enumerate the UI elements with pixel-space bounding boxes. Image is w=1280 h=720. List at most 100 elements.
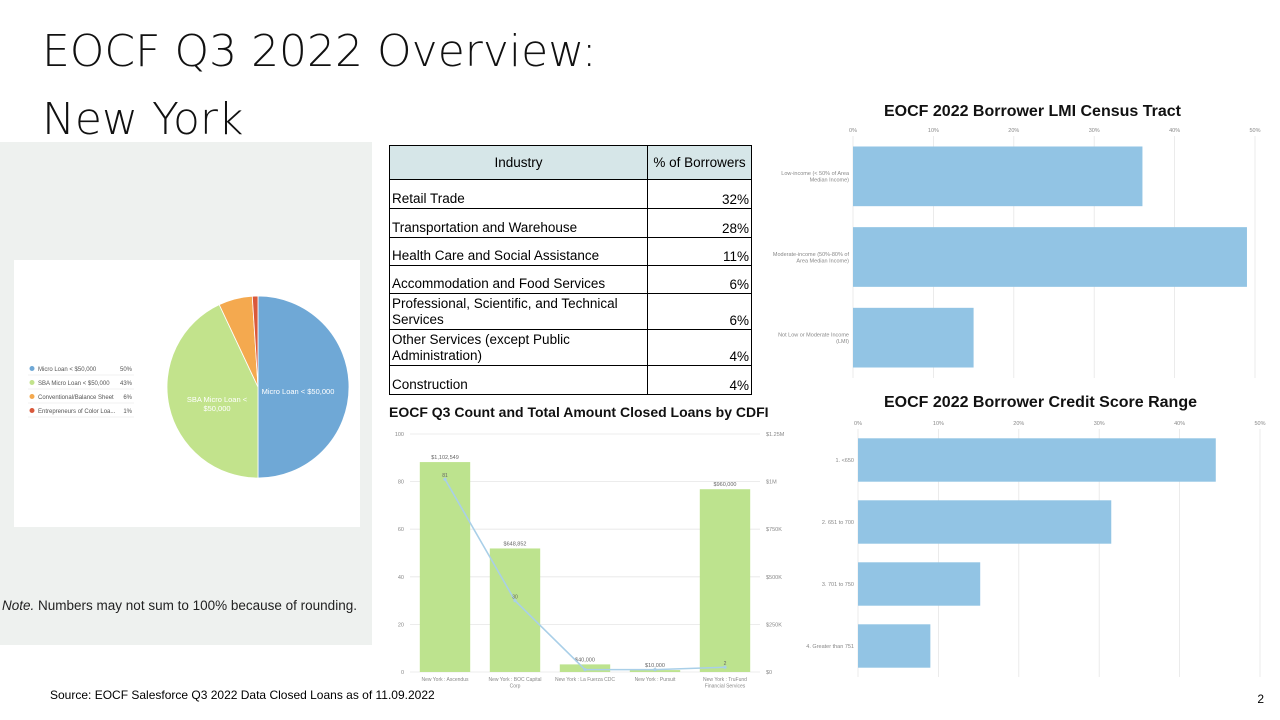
y-right-tick-label: $500K	[766, 575, 782, 581]
lmi-bar-chart: 0% 10% 20% 30% 40% 50% Low-income (< 50% of Ar…	[773, 128, 1261, 378]
y-category-label: Median Income)	[810, 178, 850, 184]
note-italic: Note.	[2, 598, 35, 613]
pie-slice	[251, 295, 259, 388]
legend-value: 50%	[120, 367, 133, 373]
legend-label: SBA Micro Loan < $50,000	[38, 381, 110, 387]
x-tick-label: 50%	[1249, 128, 1260, 134]
legend-value: 43%	[120, 381, 133, 387]
legend-label: Conventional/Balance Sheet	[38, 395, 114, 401]
y-left-tick-label: 100	[395, 432, 404, 438]
x-tick-label: 30%	[1094, 421, 1105, 427]
table-row: Professional, Scientific, and Technical …	[389, 293, 752, 330]
industry-cell: Transportation and Warehouse	[389, 208, 648, 238]
x-tick-label: 0%	[849, 128, 857, 134]
y-category-label: Not Low or Moderate Income	[778, 332, 849, 338]
y-category-label: Moderate-income (50%-80% of	[773, 252, 850, 258]
y-left-tick-label: 0	[401, 670, 404, 676]
industry-table: Industry % of Borrowers Retail Trade 32% …	[389, 145, 752, 395]
bar-value-label: $960,000	[714, 482, 737, 488]
x-category-label: Financial Services	[705, 684, 746, 690]
title-line-1: EOCF Q3 2022 Overview:	[42, 26, 597, 77]
x-tick-label: 40%	[1169, 128, 1180, 134]
line-value-label: 2	[724, 661, 727, 667]
y-category-label: 2. 651 to 700	[822, 520, 854, 526]
pct-cell: 4%	[647, 329, 752, 366]
industry-cell: Other Services (except Public Administra…	[389, 329, 648, 366]
industry-cell: Health Care and Social Assistance	[389, 237, 648, 266]
x-tick-label: 40%	[1174, 421, 1185, 427]
credit-score-bar-chart: 0% 10% 20% 30% 40% 50% 1. <650 2. 651 to 700 3. …	[806, 421, 1266, 677]
line-point	[723, 665, 727, 669]
pct-cell: 32%	[647, 179, 752, 209]
pie-slice-label: Micro Loan < $50,000	[262, 387, 335, 396]
table-row: Accommodation and Food Services 6%	[389, 265, 752, 294]
bar	[858, 624, 931, 668]
legend-label: Entrepreneurs of Color Loa...	[38, 409, 116, 415]
industry-cell: Construction	[389, 365, 648, 395]
y-left-tick-label: 60	[398, 527, 404, 533]
x-tick-label: 30%	[1089, 128, 1100, 134]
y-right-tick-label: $250K	[766, 622, 782, 628]
x-category-label: Corp	[510, 684, 521, 690]
pct-cell: 6%	[647, 293, 752, 330]
industry-table-header-row: Industry % of Borrowers	[389, 145, 752, 180]
legend-label: Micro Loan < $50,000	[38, 367, 97, 373]
y-right-tick-label: $1M	[766, 480, 777, 486]
line-point	[513, 599, 517, 603]
x-tick-label: 10%	[933, 421, 944, 427]
legend-swatch	[29, 380, 35, 385]
line-point	[653, 668, 657, 672]
y-category-label: 1. <650	[835, 458, 854, 464]
y-category-label: 4. Greater than 751	[806, 644, 854, 650]
y-category-label: Low-income (< 50% of Area	[781, 171, 850, 177]
x-tick-label: 20%	[1008, 128, 1019, 134]
count-line	[444, 478, 726, 671]
cdfi-combo-chart: 0 20 40 60 80 100 $0 $250K $500K $750K $1M $1.25M $1…	[395, 432, 785, 690]
x-tick-label: 20%	[1013, 421, 1024, 427]
bar	[699, 489, 751, 672]
pct-cell: 6%	[647, 265, 752, 294]
note-text: Numbers may not sum to 100% because of r…	[34, 598, 357, 613]
x-tick-label: 10%	[928, 128, 939, 134]
legend-swatch	[29, 408, 35, 413]
legend-swatch	[29, 394, 35, 399]
bar	[419, 462, 471, 672]
slide-title: EOCF Q3 2022 Overview: New York	[42, 18, 742, 154]
y-category-label: 3. 701 to 750	[822, 582, 854, 588]
table-row: Construction 4%	[389, 365, 752, 395]
table-row: Retail Trade 32%	[389, 179, 752, 209]
page-number: 2	[1257, 692, 1264, 706]
bar	[858, 438, 1216, 482]
bar-value-label: $648,852	[504, 541, 527, 547]
pct-header: % of Borrowers	[647, 145, 752, 180]
industry-header: Industry	[389, 145, 648, 180]
bar-value-label: $1,102,549	[431, 455, 459, 461]
cdfi-chart-title: EOCF Q3 Count and Total Amount Closed Lo…	[389, 404, 769, 420]
pct-cell: 4%	[647, 365, 752, 395]
pie-slice	[166, 304, 259, 479]
line-value-label: 30	[512, 595, 518, 601]
y-category-label: Area Median Income)	[796, 258, 849, 264]
y-left-tick-label: 20	[398, 622, 404, 628]
pie-slice-label: SBA Micro Loan <	[187, 395, 248, 404]
bar	[858, 562, 981, 606]
x-category-label: New York : La Fuerza CDC	[555, 677, 615, 683]
table-row: Other Services (except Public Administra…	[389, 329, 752, 366]
credit-chart-title: EOCF 2022 Borrower Credit Score Range	[884, 394, 1197, 411]
pie-slice	[257, 295, 350, 479]
source-note: Source: EOCF Salesforce Q3 2022 Data Clo…	[50, 688, 435, 702]
pct-cell: 11%	[647, 237, 752, 266]
industry-cell: Professional, Scientific, and Technical …	[389, 293, 648, 330]
y-left-tick-label: 80	[398, 480, 404, 486]
x-category-label: New York : TruFund	[703, 677, 747, 683]
industry-cell: Accommodation and Food Services	[389, 265, 648, 294]
title-line-2: New York	[42, 94, 244, 145]
lmi-chart-title: EOCF 2022 Borrower LMI Census Tract	[884, 103, 1181, 120]
line-point	[443, 477, 447, 481]
table-row: Transportation and Warehouse 28%	[389, 208, 752, 238]
bar-value-label: $40,000	[575, 657, 595, 663]
x-category-label: New York : Ascendus	[422, 677, 469, 683]
pie-slice-label: $50,000	[203, 404, 230, 413]
bar-value-label: $10,000	[645, 663, 665, 669]
bar	[489, 548, 541, 672]
